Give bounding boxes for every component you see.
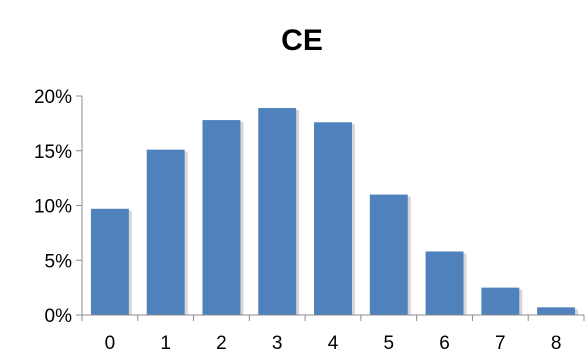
- bar-1: [146, 149, 185, 315]
- x-tick-label: 3: [272, 333, 283, 354]
- x-tick-label: 7: [495, 333, 506, 354]
- x-tick-label: 8: [551, 333, 562, 354]
- bar-5: [369, 194, 408, 315]
- y-tick-label: 0%: [45, 306, 73, 327]
- chart-title: CE: [281, 24, 323, 57]
- bar-8: [537, 307, 576, 315]
- x-tick-label: 5: [383, 333, 394, 354]
- x-tick-label: 2: [216, 333, 227, 354]
- bar-0: [90, 208, 129, 315]
- bars-group: [90, 108, 579, 315]
- x-ticks-group: 0 1 2 3 4 5 6 7 8: [81, 315, 585, 354]
- x-tick-label: 4: [328, 333, 339, 354]
- x-tick-label: 6: [439, 333, 450, 354]
- y-ticks-group: 0% 5% 10% 15% 20%: [34, 87, 82, 327]
- y-tick-label: 20%: [34, 87, 72, 108]
- y-tick-label: 15%: [34, 142, 72, 163]
- bar-4: [314, 122, 352, 315]
- bar-6: [425, 251, 464, 315]
- x-tick-label: 1: [160, 333, 171, 354]
- y-tick-label: 10%: [34, 197, 72, 218]
- x-tick-label: 0: [105, 333, 116, 354]
- bar-7: [481, 287, 520, 315]
- y-tick-label: 5%: [45, 251, 73, 272]
- bar-3: [258, 108, 297, 315]
- bar-2: [202, 120, 241, 315]
